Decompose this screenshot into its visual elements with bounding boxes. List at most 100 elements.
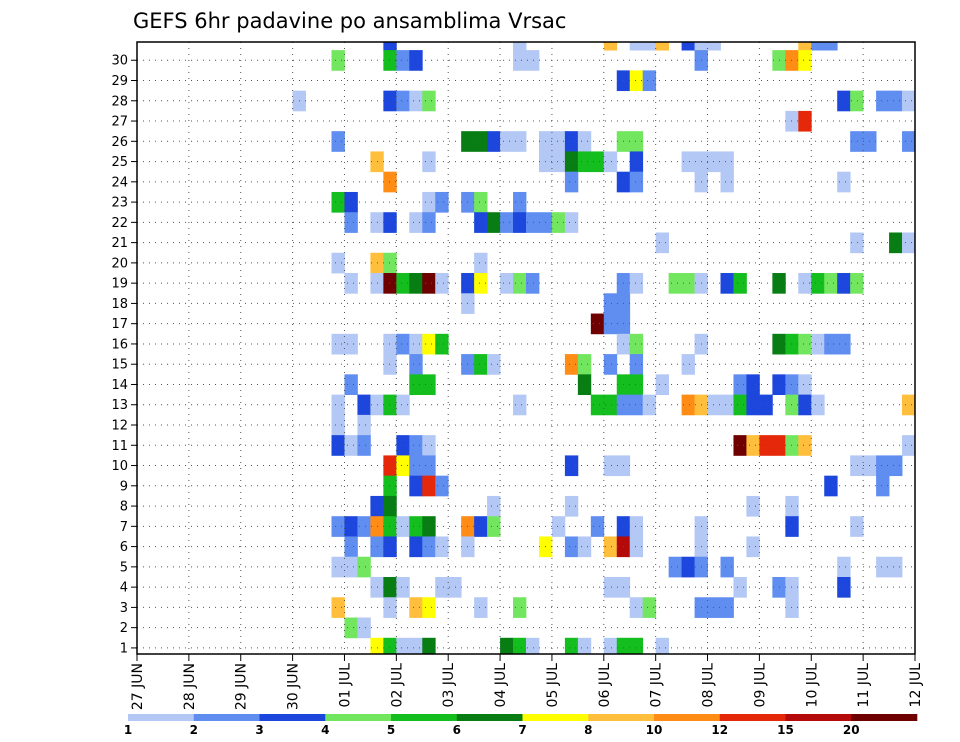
x-tick-label: 12 JUL: [908, 663, 924, 708]
precip-cell: [564, 455, 579, 477]
precip-cell: [681, 42, 695, 51]
precip-cell: [513, 394, 527, 416]
precip-cell: [357, 435, 371, 456]
precip-cell: [396, 50, 410, 71]
x-tick-label: 28 JUN: [182, 663, 198, 710]
precip-cell: [551, 131, 566, 152]
precip-cell: [785, 597, 799, 618]
precip-cell: [396, 333, 410, 355]
cells-layer: [292, 42, 916, 655]
precip-cell: [811, 394, 825, 416]
precip-cell: [629, 597, 644, 618]
precip-cell: [331, 556, 345, 578]
precip-cell: [487, 131, 501, 152]
precip-cell: [603, 637, 618, 655]
precip-cell: [500, 273, 514, 294]
precip-cell: [798, 110, 812, 132]
precip-cell: [370, 637, 384, 655]
y-tick-label: 7: [120, 520, 128, 535]
colorbar-swatch: [259, 714, 326, 721]
precip-cell: [344, 435, 358, 456]
precip-cell: [681, 151, 695, 173]
precip-cell: [526, 273, 540, 294]
precip-cell: [837, 90, 851, 112]
precip-cell: [383, 90, 397, 112]
precip-cell: [422, 435, 436, 456]
colorbar-swatch: [522, 714, 589, 721]
precip-cell: [850, 516, 864, 537]
precip-cell: [487, 212, 501, 233]
y-tick-label: 10: [111, 459, 128, 474]
precip-cell: [357, 516, 371, 537]
precip-cell: [785, 333, 799, 355]
precip-cell: [902, 394, 916, 416]
precip-cell: [396, 394, 410, 416]
y-tick-label: 14: [111, 378, 128, 393]
precip-cell: [435, 576, 449, 598]
precip-cell: [785, 495, 799, 517]
precip-cell: [396, 455, 410, 477]
x-tick-label: 27 JUN: [130, 663, 146, 710]
precip-cell: [577, 151, 592, 173]
y-tick-label: 20: [111, 256, 128, 271]
precip-cell: [629, 273, 644, 294]
precip-cell: [422, 597, 436, 618]
precip-cell: [474, 131, 488, 152]
precip-cell: [629, 333, 644, 355]
y-tick-label: 11: [111, 439, 128, 454]
precip-cell: [850, 455, 864, 477]
precip-cell: [837, 576, 851, 598]
precip-cell: [344, 516, 358, 537]
precip-cell: [889, 90, 903, 112]
y-tick-label: 28: [111, 94, 128, 109]
y-tick-label: 13: [111, 398, 128, 413]
precip-cell: [746, 394, 760, 416]
y-tick-label: 2: [120, 621, 128, 636]
precip-cell: [344, 191, 358, 213]
precip-cell: [837, 333, 851, 355]
colorbar-swatch: [719, 714, 786, 721]
precip-cell: [383, 42, 397, 51]
x-tick-label: 29 JUN: [234, 663, 250, 710]
precip-cell: [603, 42, 618, 51]
precip-cell: [422, 273, 436, 294]
precip-cell: [837, 171, 851, 193]
colorbar-label: 2: [190, 723, 198, 737]
precip-cell: [331, 50, 345, 71]
y-tick-label: 19: [111, 277, 128, 292]
precip-cell: [902, 90, 916, 112]
precip-cell: [344, 556, 358, 578]
precip-cell: [500, 212, 514, 233]
y-tick-label: 23: [111, 196, 128, 211]
grid-layer: [137, 42, 915, 654]
precip-cell: [850, 131, 864, 152]
precip-cell: [564, 171, 579, 193]
precip-cell: [785, 516, 799, 537]
precip-cell: [759, 435, 773, 456]
precip-cell: [629, 42, 644, 51]
precip-cell: [720, 151, 734, 173]
precip-cell: [577, 131, 592, 152]
precip-cell: [344, 374, 358, 396]
precip-cell: [409, 90, 423, 112]
precip-cell: [331, 597, 345, 618]
y-tick-label: 30: [111, 54, 128, 69]
precip-cell: [383, 536, 397, 558]
y-tick-label: 15: [111, 358, 128, 373]
precip-cell: [474, 516, 488, 537]
precip-cell: [551, 151, 566, 173]
precip-cell: [746, 435, 760, 456]
precip-cell: [383, 252, 397, 274]
x-tick-label: 01 JUL: [337, 663, 353, 708]
precip-cell: [824, 475, 838, 497]
precip-cell: [409, 435, 423, 456]
precip-cell: [357, 556, 371, 578]
precip-cell: [331, 516, 345, 537]
precip-cell: [798, 42, 812, 51]
precip-cell: [603, 576, 618, 598]
precip-cell: [798, 333, 812, 355]
precip-cell: [733, 273, 747, 294]
precip-cell: [889, 556, 903, 578]
precip-cell: [422, 455, 436, 477]
precip-cell: [824, 333, 838, 355]
